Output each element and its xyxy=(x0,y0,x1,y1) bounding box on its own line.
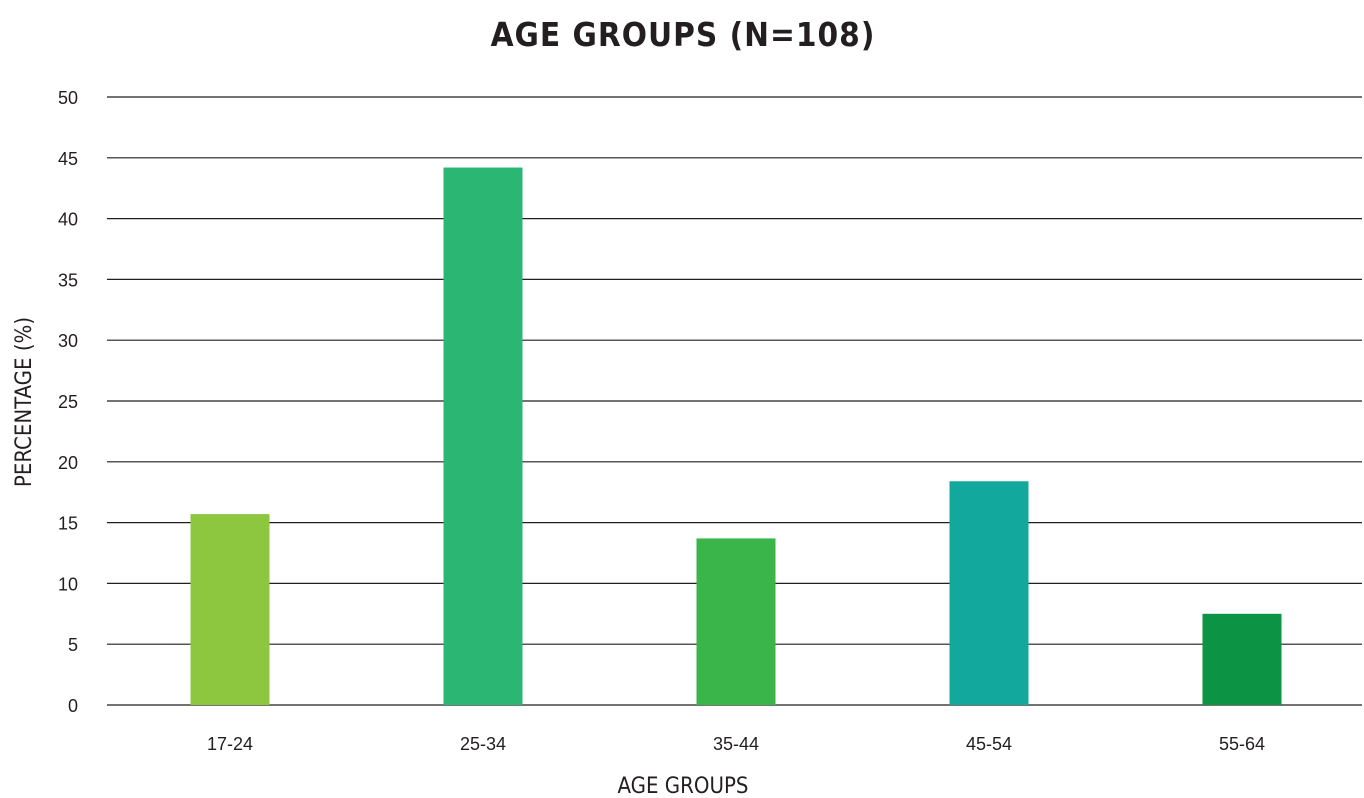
bar-35-44 xyxy=(696,538,776,705)
y-tick-label: 50 xyxy=(58,88,78,108)
y-tick-label: 10 xyxy=(58,574,78,594)
y-tick-label: 30 xyxy=(58,331,78,351)
x-tick-label: 55-64 xyxy=(1219,734,1265,754)
y-tick-label: 15 xyxy=(58,514,78,534)
bar-55-64 xyxy=(1202,613,1282,705)
gridlines xyxy=(107,96,1362,706)
y-axis-ticks: 0 5 10 15 20 25 30 35 40 45 50 xyxy=(58,88,78,716)
x-tick-label: 25-34 xyxy=(460,734,506,754)
y-tick-label: 40 xyxy=(58,210,78,230)
bars xyxy=(190,167,1282,705)
y-tick-label: 20 xyxy=(58,453,78,473)
y-tick-label: 5 xyxy=(68,635,78,655)
bar-45-54 xyxy=(949,481,1029,705)
x-axis-label: AGE GROUPS xyxy=(618,774,749,798)
x-tick-label: 35-44 xyxy=(713,734,759,754)
bar-25-34 xyxy=(443,167,523,705)
x-tick-label: 17-24 xyxy=(207,734,253,754)
x-axis-ticks: 17-24 25-34 35-44 45-54 55-64 xyxy=(207,734,1265,754)
y-tick-label: 25 xyxy=(58,392,78,412)
y-tick-label: 35 xyxy=(58,270,78,290)
bar-17-24 xyxy=(190,514,270,705)
y-axis-label: PERCENTAGE (%) xyxy=(12,317,37,487)
x-tick-label: 45-54 xyxy=(966,734,1012,754)
chart-title: AGE GROUPS (N=108) xyxy=(491,15,876,54)
y-tick-label: 0 xyxy=(68,696,78,716)
y-tick-label: 45 xyxy=(58,149,78,169)
